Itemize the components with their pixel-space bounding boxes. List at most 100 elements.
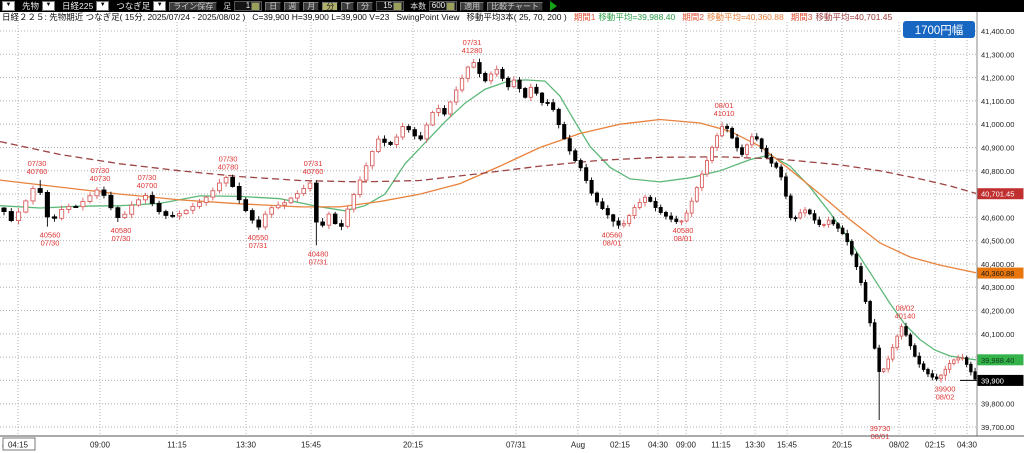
price-tick-label: 41,200.00: [981, 74, 1014, 83]
svg-text:40550: 40550: [248, 233, 269, 242]
price-tag-label: 40,360.88: [981, 269, 1014, 278]
ohlc-values: C=39,900 H=39,900 L=39,900 V=23: [252, 12, 390, 22]
ma-period2-value: 移動平均=40,360.88: [706, 12, 784, 22]
ma-period3-value: 移動平均=40,701.45: [815, 12, 893, 22]
svg-text:07/31: 07/31: [249, 241, 268, 250]
time-tick-label[interactable]: 15:45: [777, 441, 798, 450]
instrument-type-dropdown-icon[interactable]: ▼: [42, 1, 56, 11]
svg-text:40760: 40760: [27, 167, 48, 176]
time-tick-label[interactable]: 04:15: [8, 441, 29, 450]
time-tick-label[interactable]: 09:00: [90, 441, 111, 450]
stepper-icon[interactable]: [251, 1, 261, 11]
price-tick-label: 40,100.00: [981, 330, 1014, 339]
instrument-type-select-label: 先物: [22, 1, 40, 11]
svg-text:08/02: 08/02: [896, 304, 915, 313]
svg-text:07/31: 07/31: [304, 159, 323, 168]
compare-chart-button[interactable]: 比較チャート: [487, 1, 544, 11]
svg-text:08/01: 08/01: [603, 239, 622, 248]
time-tick-label[interactable]: 07/31: [506, 441, 527, 450]
green-flag-icon[interactable]: [550, 1, 558, 11]
time-tick-label[interactable]: 20:15: [832, 441, 853, 450]
svg-text:07/31: 07/31: [463, 38, 482, 47]
svg-text:07/31: 07/31: [309, 257, 328, 266]
price-tag-label: 39,988.40: [981, 356, 1014, 365]
swing-annotations: 07/30407604056007/3007/30407304058007/30…: [27, 38, 956, 441]
svg-text:41280: 41280: [462, 46, 483, 55]
price-range-badge[interactable]: 1700円幅: [903, 21, 975, 38]
time-tick-label[interactable]: 04:30: [957, 441, 978, 450]
price-tick-label: 40,500.00: [981, 237, 1014, 246]
instrument-title: 日経２２５: 先物期近 つなぎ足( 15分, 2025/07/24 - 2025…: [2, 12, 246, 22]
price-tick-label: 39,700.00: [981, 423, 1014, 432]
price-tag-label: 39,900: [981, 376, 1004, 385]
time-tick-label[interactable]: 20:15: [403, 441, 424, 450]
svg-text:39900: 39900: [935, 384, 956, 393]
time-tick-label[interactable]: 04:30: [648, 441, 669, 450]
price-tick-label: 41,100.00: [981, 97, 1014, 106]
bar-count-input[interactable]: 600: [429, 1, 458, 11]
svg-text:07/30: 07/30: [219, 154, 238, 163]
ma-period1-label: 期間1: [573, 12, 596, 22]
grid-lines: [0, 22, 977, 435]
contract-mode-dropdown-icon[interactable]: ▼: [153, 1, 167, 11]
crosshair-time-box: [2, 437, 36, 451]
price-tick-label: 40,300.00: [981, 283, 1014, 292]
period-button-minute[interactable]: 分: [322, 1, 339, 11]
period-button-month[interactable]: 月: [303, 1, 320, 11]
line-save-button[interactable]: ライン保存: [169, 1, 218, 11]
time-tick-label[interactable]: 11:15: [167, 441, 187, 450]
svg-text:40560: 40560: [40, 231, 61, 240]
svg-text:40730: 40730: [90, 174, 111, 183]
price-tick-label: 41,300.00: [981, 50, 1014, 59]
bar-count-label: 本数: [410, 1, 427, 11]
svg-text:08/02: 08/02: [936, 392, 955, 401]
apply-button[interactable]: 適用: [460, 1, 485, 11]
time-tick-label[interactable]: 09:00: [676, 441, 697, 450]
ma-line-MA200: [0, 140, 977, 195]
ma-period3-label: 期間3: [790, 12, 813, 22]
bar-type-label: 足: [223, 1, 232, 11]
ma-period2-label: 期間2: [682, 12, 704, 22]
symbol-dropdown-icon[interactable]: ▼: [96, 1, 110, 11]
time-tick-label[interactable]: 02:15: [925, 441, 946, 450]
time-tick-label[interactable]: 11:15: [711, 441, 731, 450]
stepper-icon[interactable]: [446, 1, 456, 11]
interval-minutes-input[interactable]: 15: [376, 1, 405, 11]
time-tick-label[interactable]: 15:45: [301, 441, 322, 450]
svg-text:40140: 40140: [895, 312, 916, 321]
time-tick-label[interactable]: 13:30: [745, 441, 766, 450]
period-button-day[interactable]: 日: [265, 1, 282, 11]
ma-line-MA70: [0, 118, 977, 274]
time-tick-label[interactable]: 02:15: [610, 441, 631, 450]
price-tick-label: 41,400.00: [981, 27, 1014, 36]
moving-average-lines: [0, 79, 977, 361]
time-tick-label[interactable]: 13:30: [236, 441, 257, 450]
symbol-select-label: 日経225: [62, 1, 94, 11]
period-button-week[interactable]: 週: [284, 1, 301, 11]
ma-settings-label: 移動平均3本( 25, 70, 200 ): [466, 12, 567, 22]
period-button-tick[interactable]: T: [341, 1, 355, 11]
price-tick-label: 40,200.00: [981, 307, 1014, 316]
price-tick-label: 40,600.00: [981, 213, 1014, 222]
svg-text:07/30: 07/30: [41, 239, 60, 248]
price-tag: [977, 188, 1024, 200]
time-tick-label[interactable]: 08/02: [889, 441, 910, 450]
time-tick-label[interactable]: Aug: [571, 441, 585, 450]
period-button-minute2[interactable]: 分: [357, 1, 374, 11]
window-menu-dropdown[interactable]: ▼: [2, 1, 15, 11]
bar-multiplier-input[interactable]: 1: [234, 1, 263, 11]
svg-text:07/30: 07/30: [28, 159, 47, 168]
stepper-icon[interactable]: [393, 1, 403, 11]
ma-line-MA25: [0, 79, 977, 361]
svg-text:08/01: 08/01: [715, 101, 734, 110]
price-tick-label: 40,900.00: [981, 143, 1014, 152]
svg-text:07/30: 07/30: [91, 166, 110, 175]
svg-text:40700: 40700: [137, 181, 158, 190]
price-tag: [977, 267, 1024, 279]
price-tick-label: 41,000.00: [981, 120, 1014, 129]
candles: [1, 58, 977, 421]
price-tick-label: 40,800.00: [981, 167, 1014, 176]
contract-mode-select-label: つなぎ足: [116, 1, 151, 11]
